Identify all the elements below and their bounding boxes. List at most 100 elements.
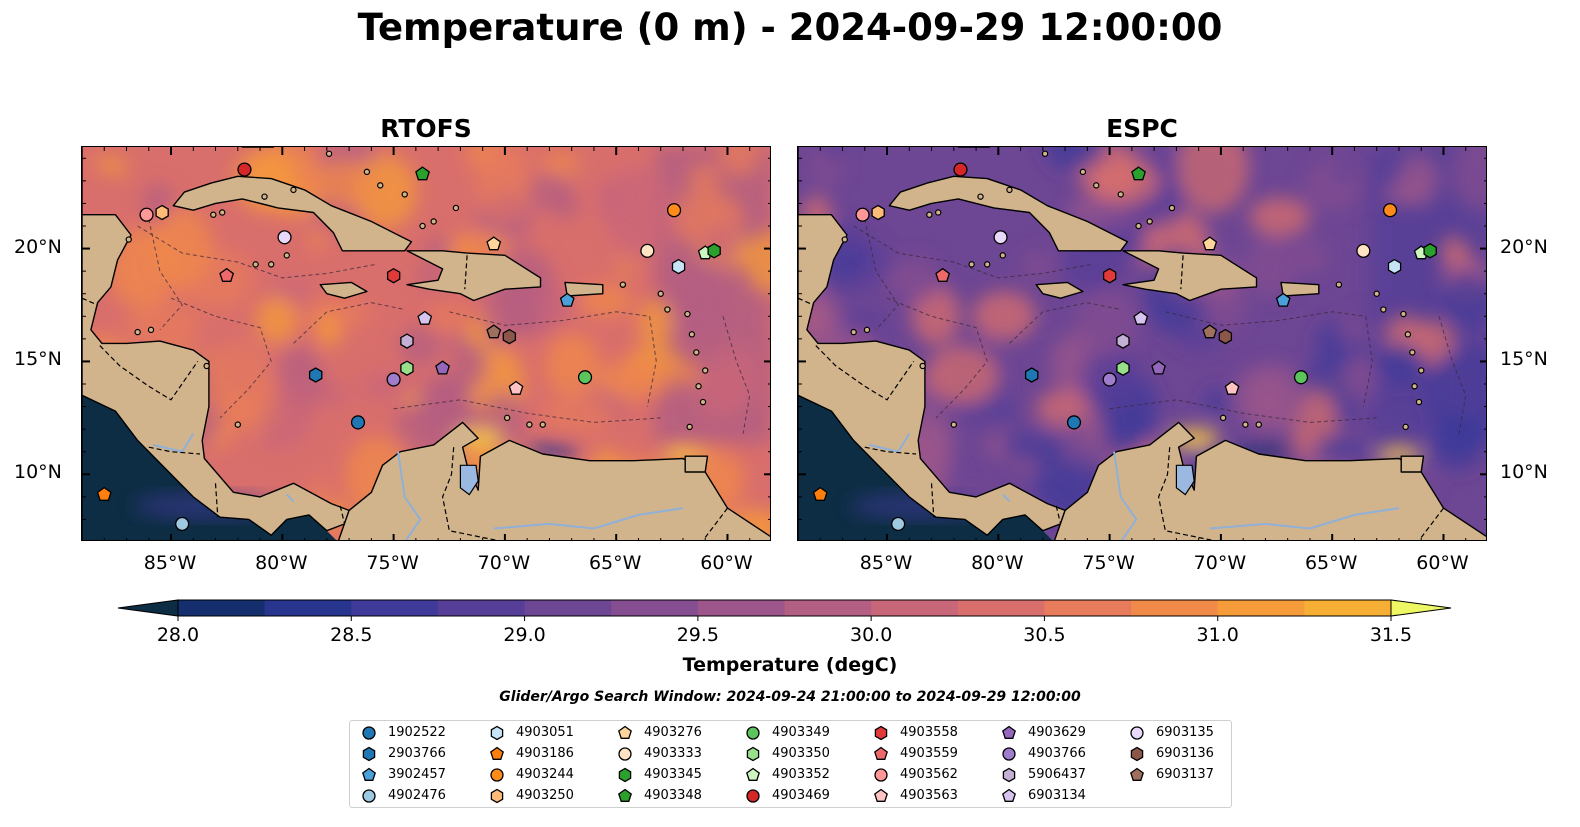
map-espc[interactable] (797, 146, 1487, 541)
float-4903250[interactable] (155, 204, 169, 221)
legend-marker-6903137[interactable] (1130, 767, 1144, 781)
float-6903136[interactable] (502, 328, 517, 345)
legend-marker-4903469[interactable] (746, 788, 760, 803)
legend-marker-4903051[interactable] (490, 725, 504, 740)
legend-marker-6903135[interactable] (1130, 725, 1144, 740)
map-ticks (82, 147, 770, 540)
legend-marker-4903333[interactable] (618, 746, 632, 761)
legend-marker-5906437[interactable] (1002, 767, 1016, 782)
float-4903333[interactable] (1356, 243, 1371, 258)
float-5906437[interactable] (400, 333, 414, 349)
legend-marker-4903244[interactable] (490, 767, 504, 782)
float-6903136[interactable] (1218, 328, 1233, 345)
legend-item: 2903766 (360, 743, 446, 764)
float-1902522[interactable] (1066, 415, 1082, 430)
pentagon-marker-icon (1002, 788, 1016, 802)
float-4903629[interactable] (1151, 360, 1166, 375)
legend-item: 4903051 (488, 722, 574, 743)
float-6903135[interactable] (277, 230, 292, 245)
float-4903186[interactable] (96, 486, 112, 501)
legend-label: 3902457 (388, 767, 446, 782)
float-3902457[interactable] (1275, 292, 1291, 307)
legend-marker-3902457[interactable] (362, 767, 376, 781)
float-4903350[interactable] (400, 360, 414, 376)
legend-marker-4903250[interactable] (490, 788, 504, 803)
float-3902457[interactable] (559, 292, 575, 307)
float-4903563[interactable] (1224, 380, 1240, 395)
float-1902522[interactable] (350, 415, 366, 430)
legend-marker-2903766[interactable] (362, 746, 376, 761)
float-4903250[interactable] (871, 204, 885, 221)
legend-marker-1902522[interactable] (362, 725, 376, 740)
float-6903137[interactable] (486, 324, 502, 339)
legend-item: 4903350 (744, 743, 830, 764)
float-4903766[interactable] (1102, 372, 1117, 387)
legend-marker-4902476[interactable] (362, 788, 376, 803)
hexagon-marker-icon (618, 767, 632, 782)
float-4903349[interactable] (577, 370, 593, 385)
lon-tick-label: 60°W (700, 552, 753, 574)
float-4903051[interactable] (671, 258, 686, 275)
legend-marker-4903559[interactable] (874, 746, 888, 760)
legend-marker-4903345[interactable] (618, 767, 632, 782)
float-4903349[interactable] (1293, 370, 1309, 385)
legend-marker-4903563[interactable] (874, 788, 888, 802)
float-4903559[interactable] (219, 267, 235, 282)
legend-marker-4903348[interactable] (618, 788, 632, 802)
float-4903276[interactable] (1202, 236, 1218, 251)
legend-marker-4903629[interactable] (1002, 725, 1016, 739)
float-4903558[interactable] (1102, 267, 1117, 284)
float-2903766[interactable] (308, 367, 323, 383)
legend-marker-4903352[interactable] (746, 767, 760, 781)
float-4903348[interactable] (1131, 166, 1146, 181)
float-4903350[interactable] (1116, 360, 1130, 376)
map-rtofs[interactable] (81, 146, 771, 541)
float-5906437[interactable] (1116, 333, 1130, 349)
float-4903348[interactable] (415, 166, 430, 181)
float-4903345[interactable] (707, 243, 721, 259)
float-4903559[interactable] (935, 267, 951, 282)
float-4903244[interactable] (1382, 203, 1398, 218)
lat-tick-label: 10°N (1500, 461, 1548, 484)
float-4903766[interactable] (386, 372, 401, 387)
legend-marker-4903766[interactable] (1002, 746, 1016, 761)
legend-item: 4903562 (872, 764, 958, 785)
legend-item: 4903186 (488, 743, 574, 764)
legend-marker-4903562[interactable] (874, 767, 888, 782)
float-4903562[interactable] (855, 207, 870, 222)
float-4903469[interactable] (237, 162, 252, 177)
float-4903562[interactable] (139, 207, 154, 222)
circle-marker-icon (1002, 746, 1016, 761)
float-4903629[interactable] (435, 360, 450, 375)
float-6903137[interactable] (1202, 324, 1218, 339)
float-4903469[interactable] (953, 162, 968, 177)
float-6903135[interactable] (993, 230, 1008, 245)
float-4902476[interactable] (175, 516, 190, 532)
legend-item: 6903134 (1000, 785, 1086, 806)
float-6903134[interactable] (417, 310, 433, 325)
legend-marker-6903136[interactable] (1130, 746, 1144, 761)
pentagon-marker-icon (746, 767, 760, 781)
float-2903766[interactable] (1024, 367, 1039, 383)
float-4903345[interactable] (1423, 243, 1437, 259)
legend-marker-4903276[interactable] (618, 725, 632, 739)
float-4903558[interactable] (386, 267, 401, 284)
circle-marker-icon (746, 788, 760, 803)
float-4903051[interactable] (1387, 258, 1402, 275)
float-4903333[interactable] (640, 243, 655, 258)
colorbar-bin (697, 600, 785, 616)
float-4903186[interactable] (812, 486, 828, 501)
legend-item: 1902522 (360, 722, 446, 743)
legend-marker-4903350[interactable] (746, 746, 760, 761)
float-4903563[interactable] (508, 380, 524, 395)
legend-marker-4903349[interactable] (746, 725, 760, 740)
legend-item: 4903629 (1000, 722, 1086, 743)
colorbar-tick-label: 29.0 (503, 624, 545, 646)
legend-marker-4903186[interactable] (490, 746, 504, 760)
float-4903276[interactable] (486, 236, 502, 251)
float-4902476[interactable] (891, 516, 906, 532)
legend-marker-6903134[interactable] (1002, 788, 1016, 802)
float-6903134[interactable] (1133, 310, 1149, 325)
float-4903244[interactable] (666, 203, 682, 218)
legend-marker-4903558[interactable] (874, 725, 888, 740)
